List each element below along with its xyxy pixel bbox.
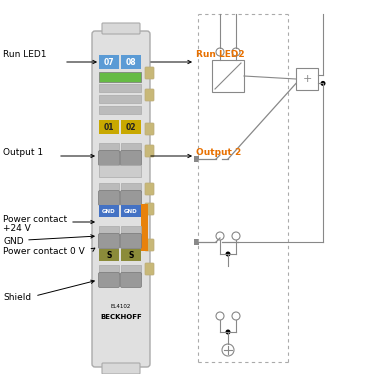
Bar — [121, 183, 141, 192]
FancyBboxPatch shape — [99, 233, 119, 248]
Text: Shield: Shield — [3, 294, 31, 303]
Circle shape — [216, 48, 224, 56]
Bar — [99, 183, 119, 192]
FancyBboxPatch shape — [145, 67, 154, 79]
Circle shape — [226, 251, 230, 257]
FancyBboxPatch shape — [102, 363, 140, 374]
FancyBboxPatch shape — [145, 145, 154, 157]
Bar — [99, 72, 141, 82]
Bar — [194, 239, 199, 245]
Bar — [212, 60, 244, 92]
Bar — [99, 84, 141, 92]
Text: Run LED2: Run LED2 — [196, 49, 244, 58]
Text: S: S — [128, 251, 134, 260]
Bar — [99, 106, 141, 114]
Circle shape — [226, 329, 230, 334]
Text: EL4102: EL4102 — [111, 303, 131, 309]
Bar — [121, 143, 141, 152]
Text: GND: GND — [3, 236, 23, 245]
Circle shape — [222, 344, 234, 356]
Text: Run LED1: Run LED1 — [3, 49, 47, 58]
Text: Output 2: Output 2 — [196, 147, 241, 156]
Circle shape — [216, 232, 224, 240]
Bar — [121, 120, 141, 134]
FancyBboxPatch shape — [145, 123, 154, 135]
Bar — [194, 156, 199, 162]
FancyBboxPatch shape — [102, 23, 140, 34]
Text: BECKHOFF: BECKHOFF — [100, 314, 142, 320]
Bar — [99, 55, 119, 69]
Text: Power contact 0 V: Power contact 0 V — [3, 246, 85, 255]
Bar — [99, 95, 141, 103]
FancyBboxPatch shape — [121, 233, 141, 248]
Bar — [121, 55, 141, 69]
FancyBboxPatch shape — [121, 150, 141, 166]
Text: Output 1: Output 1 — [3, 147, 43, 156]
FancyBboxPatch shape — [99, 150, 119, 166]
FancyBboxPatch shape — [92, 31, 150, 367]
Bar — [121, 205, 141, 217]
Bar — [99, 265, 119, 274]
Bar — [99, 120, 119, 134]
FancyBboxPatch shape — [145, 203, 154, 215]
FancyBboxPatch shape — [121, 273, 141, 288]
FancyBboxPatch shape — [145, 183, 154, 195]
Circle shape — [232, 48, 240, 56]
Text: GND: GND — [102, 208, 116, 214]
FancyBboxPatch shape — [145, 239, 154, 251]
Circle shape — [216, 312, 224, 320]
Text: 02: 02 — [126, 123, 136, 132]
FancyBboxPatch shape — [145, 89, 154, 101]
Text: +24 V: +24 V — [3, 224, 31, 233]
Bar — [99, 143, 119, 152]
Text: +: + — [302, 74, 312, 84]
Bar — [296, 68, 318, 90]
Bar — [99, 165, 141, 177]
Bar — [99, 226, 119, 235]
FancyBboxPatch shape — [121, 190, 141, 205]
Bar — [121, 265, 141, 274]
Text: Power contact: Power contact — [3, 215, 67, 224]
FancyBboxPatch shape — [99, 273, 119, 288]
Text: 08: 08 — [126, 58, 136, 67]
Text: S: S — [106, 251, 112, 260]
Circle shape — [321, 81, 326, 86]
Bar — [99, 249, 119, 261]
Text: 01: 01 — [104, 123, 114, 132]
Bar — [121, 226, 141, 235]
Circle shape — [232, 232, 240, 240]
Text: 07: 07 — [104, 58, 114, 67]
FancyBboxPatch shape — [99, 190, 119, 205]
Bar — [121, 249, 141, 261]
Circle shape — [232, 312, 240, 320]
Bar — [99, 205, 119, 217]
Bar — [141, 204, 148, 251]
FancyBboxPatch shape — [145, 263, 154, 275]
Text: GND: GND — [124, 208, 138, 214]
